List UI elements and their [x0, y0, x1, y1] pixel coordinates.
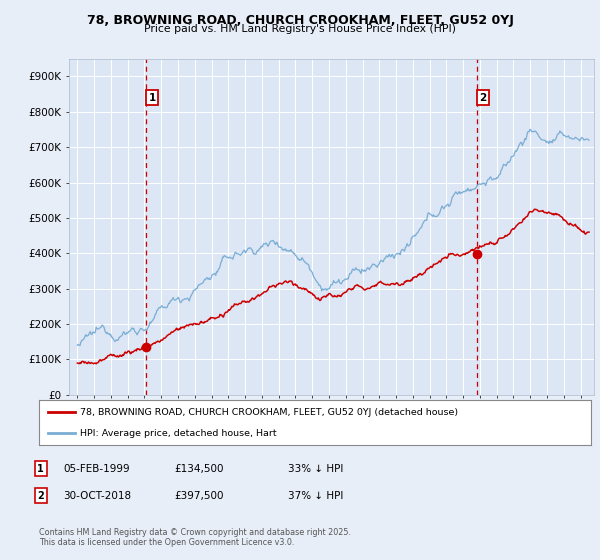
Text: 37% ↓ HPI: 37% ↓ HPI	[288, 491, 343, 501]
Text: Price paid vs. HM Land Registry's House Price Index (HPI): Price paid vs. HM Land Registry's House …	[144, 24, 456, 34]
Text: £397,500: £397,500	[174, 491, 223, 501]
Text: 78, BROWNING ROAD, CHURCH CROOKHAM, FLEET, GU52 0YJ: 78, BROWNING ROAD, CHURCH CROOKHAM, FLEE…	[86, 14, 514, 27]
Text: Contains HM Land Registry data © Crown copyright and database right 2025.
This d: Contains HM Land Registry data © Crown c…	[39, 528, 351, 547]
Text: 30-OCT-2018: 30-OCT-2018	[63, 491, 131, 501]
Text: 1: 1	[37, 464, 44, 474]
Text: 33% ↓ HPI: 33% ↓ HPI	[288, 464, 343, 474]
Text: 2: 2	[479, 93, 487, 102]
Text: HPI: Average price, detached house, Hart: HPI: Average price, detached house, Hart	[80, 428, 277, 437]
Text: 78, BROWNING ROAD, CHURCH CROOKHAM, FLEET, GU52 0YJ (detached house): 78, BROWNING ROAD, CHURCH CROOKHAM, FLEE…	[80, 408, 458, 417]
Text: 1: 1	[149, 93, 156, 102]
Text: 2: 2	[37, 491, 44, 501]
Text: £134,500: £134,500	[174, 464, 223, 474]
Text: 05-FEB-1999: 05-FEB-1999	[63, 464, 130, 474]
